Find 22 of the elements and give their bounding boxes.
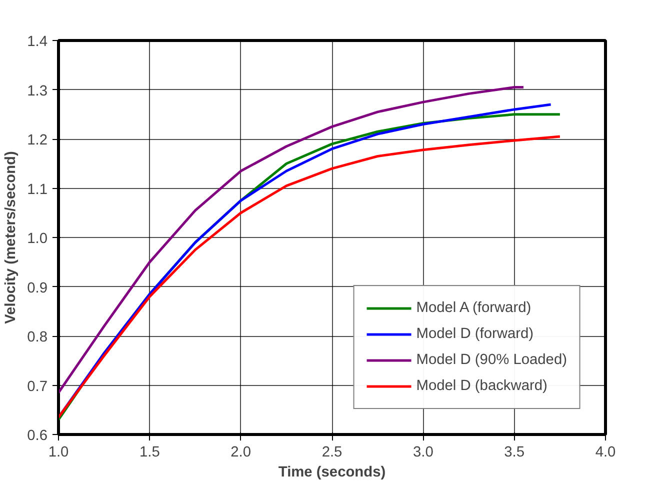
y-tick-label: 1.0 bbox=[27, 231, 48, 247]
y-tick-label: 0.8 bbox=[27, 330, 48, 346]
legend-label: Model D (forward) bbox=[416, 326, 534, 342]
x-tick-label: 2.5 bbox=[322, 444, 342, 460]
x-axis-title: Time (seconds) bbox=[278, 464, 386, 480]
legend-label: Model D (backward) bbox=[416, 378, 548, 394]
y-tick-label: 0.7 bbox=[27, 378, 48, 395]
x-tick-label: 2.0 bbox=[230, 444, 252, 460]
y-axis-title: Velocity (meters/second) bbox=[3, 151, 20, 324]
x-tick-label: 1.5 bbox=[139, 444, 160, 460]
y-tick-label: 1.1 bbox=[27, 182, 48, 198]
x-tick-label: 3.0 bbox=[412, 444, 434, 460]
x-tick-label: 3.5 bbox=[504, 444, 525, 460]
y-tick-label: 1.2 bbox=[27, 132, 48, 148]
y-tick-label: 0.9 bbox=[27, 280, 48, 296]
legend-label: Model A (forward) bbox=[416, 300, 532, 316]
y-tick-label: 1.4 bbox=[27, 34, 48, 50]
x-tick-label: 1.0 bbox=[48, 444, 69, 460]
y-tick-label: 1.3 bbox=[27, 83, 48, 100]
y-tick-label: 0.6 bbox=[27, 428, 48, 444]
x-tick-label: 4.0 bbox=[595, 444, 616, 460]
legend-label: Model D (90% Loaded) bbox=[416, 352, 567, 368]
